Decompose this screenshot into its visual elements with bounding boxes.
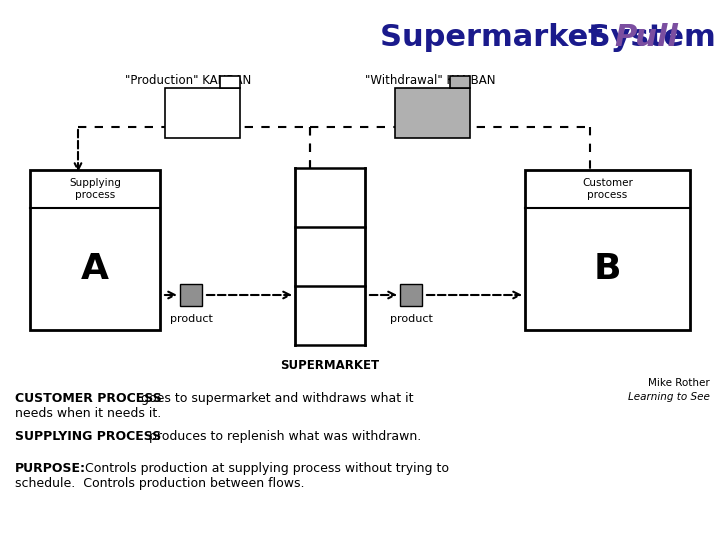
Text: needs when it needs it.: needs when it needs it.: [15, 407, 161, 420]
Text: PURPOSE:: PURPOSE:: [15, 462, 86, 475]
Text: Supermarket: Supermarket: [380, 24, 614, 52]
Text: Customer
process: Customer process: [582, 178, 633, 200]
Bar: [180, 284, 202, 306]
Bar: [525, 170, 690, 330]
Text: Supplying
process: Supplying process: [69, 178, 121, 200]
Text: goes to supermarket and withdraws what it: goes to supermarket and withdraws what i…: [137, 392, 413, 405]
Text: schedule.  Controls production between flows.: schedule. Controls production between fl…: [15, 477, 305, 490]
Bar: [30, 170, 160, 330]
Bar: [400, 284, 422, 306]
Text: B: B: [594, 252, 621, 286]
Text: "Withdrawal" KANBAN: "Withdrawal" KANBAN: [365, 73, 495, 86]
Text: product: product: [170, 314, 212, 324]
Bar: [395, 88, 470, 138]
Text: Learning to See: Learning to See: [628, 392, 710, 402]
Text: Mike Rother: Mike Rother: [648, 378, 710, 388]
Text: produces to replenish what was withdrawn.: produces to replenish what was withdrawn…: [145, 430, 421, 443]
Text: System: System: [578, 24, 716, 52]
Text: CUSTOMER PROCESS: CUSTOMER PROCESS: [15, 392, 162, 405]
Text: Controls production at supplying process without trying to: Controls production at supplying process…: [77, 462, 449, 475]
Text: Pull: Pull: [614, 24, 678, 52]
Text: A: A: [81, 252, 109, 286]
Bar: [165, 88, 240, 138]
Bar: [220, 76, 240, 88]
Bar: [450, 76, 470, 88]
Text: SUPERMARKET: SUPERMARKET: [280, 359, 379, 372]
Text: SUPPLYING PROCESS: SUPPLYING PROCESS: [15, 430, 161, 443]
Text: "Production" KANBAN: "Production" KANBAN: [125, 73, 251, 86]
Text: product: product: [390, 314, 433, 324]
